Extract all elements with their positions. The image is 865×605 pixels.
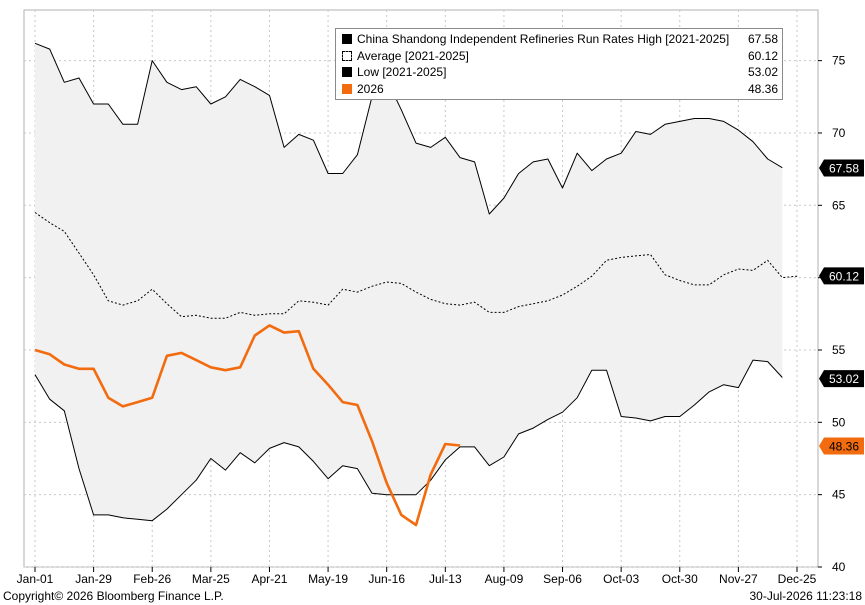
plot-frame (23, 9, 819, 568)
x-tick-label: Mar-25 (192, 572, 230, 586)
y-tick-label: 45 (832, 488, 846, 502)
series-lines (34, 42, 798, 527)
x-tick-label: Oct-30 (662, 572, 698, 586)
last-value-tag-current (819, 437, 864, 455)
legend-value-2026: 48.36 (747, 81, 778, 96)
last-value-tag-average (819, 267, 864, 285)
y-tick-label: 55 (832, 343, 846, 357)
legend-label-low: Low [2021-2025] (357, 65, 447, 80)
legend-swatch-2026 (342, 83, 352, 94)
range-band (35, 43, 783, 521)
x-tick-label: Jul-13 (429, 572, 462, 586)
legend-entry-2026: 2026 48.36 (342, 81, 778, 98)
legend: China Shandong Independent Refineries Ru… (335, 28, 783, 100)
x-tick-label: Jun-16 (368, 572, 405, 586)
last-value-tag-high (819, 159, 864, 177)
last-value-label-low: 53.02 (829, 372, 859, 386)
series-line-current (34, 324, 461, 527)
legend-label-average: Average [2021-2025] (357, 48, 469, 63)
legend-value-average: 60.12 (747, 48, 778, 63)
last-value-label-average: 60.12 (829, 269, 859, 283)
x-tick-label: Aug-09 (485, 572, 524, 586)
last-value-tags: 67.58 60.12 53.02 48.36 (819, 159, 864, 455)
timestamp-text: 30-Jul-2026 11:23:18 (749, 589, 862, 603)
legend-swatch-average (342, 50, 352, 61)
x-tick-label: Jan-29 (75, 572, 112, 586)
x-tick-label: Nov-27 (719, 572, 758, 586)
x-tick-label: Dec-25 (778, 572, 817, 586)
x-tick-label: May-19 (308, 572, 348, 586)
legend-entry-low: Low [2021-2025] 53.02 (342, 64, 778, 81)
x-tick-label: Sep-06 (543, 572, 582, 586)
legend-label-2026: 2026 (357, 81, 384, 96)
y-tick-label: 70 (832, 126, 846, 140)
legend-value-low: 53.02 (747, 65, 778, 80)
series-line-low (34, 359, 783, 522)
last-value-label-current: 48.36 (829, 440, 859, 454)
last-value-tag-low (819, 370, 864, 388)
x-axis: Jan-01 Jan-29 Feb-26 Mar-25 Apr-21 May-19 Jun-… (17, 567, 817, 586)
series-line-average (34, 212, 798, 319)
y-axis: 4045505560657075 (818, 54, 846, 574)
series-line-high (34, 42, 783, 215)
x-tick-label: Feb-26 (133, 572, 171, 586)
last-value-label-high: 67.58 (829, 161, 859, 175)
legend-label-high: China Shandong Independent Refineries Ru… (357, 32, 730, 47)
legend-swatch-low (342, 67, 352, 78)
x-tick-label: Apr-21 (251, 572, 287, 586)
copyright-text: Copyright© 2026 Bloomberg Finance L.P. (3, 589, 224, 603)
legend-entry-average: Average [2021-2025] 60.12 (342, 48, 778, 65)
x-tick-label: Jan-01 (17, 572, 54, 586)
x-tick-label: Oct-03 (603, 572, 639, 586)
legend-swatch-high (342, 34, 352, 45)
high-low-band (35, 43, 783, 521)
y-tick-label: 40 (832, 560, 846, 574)
legend-value-high: 67.58 (747, 32, 778, 47)
legend-entry-high: China Shandong Independent Refineries Ru… (342, 31, 778, 48)
y-tick-label: 50 (832, 415, 846, 429)
y-tick-label: 75 (832, 54, 846, 68)
y-tick-label: 65 (832, 198, 846, 212)
